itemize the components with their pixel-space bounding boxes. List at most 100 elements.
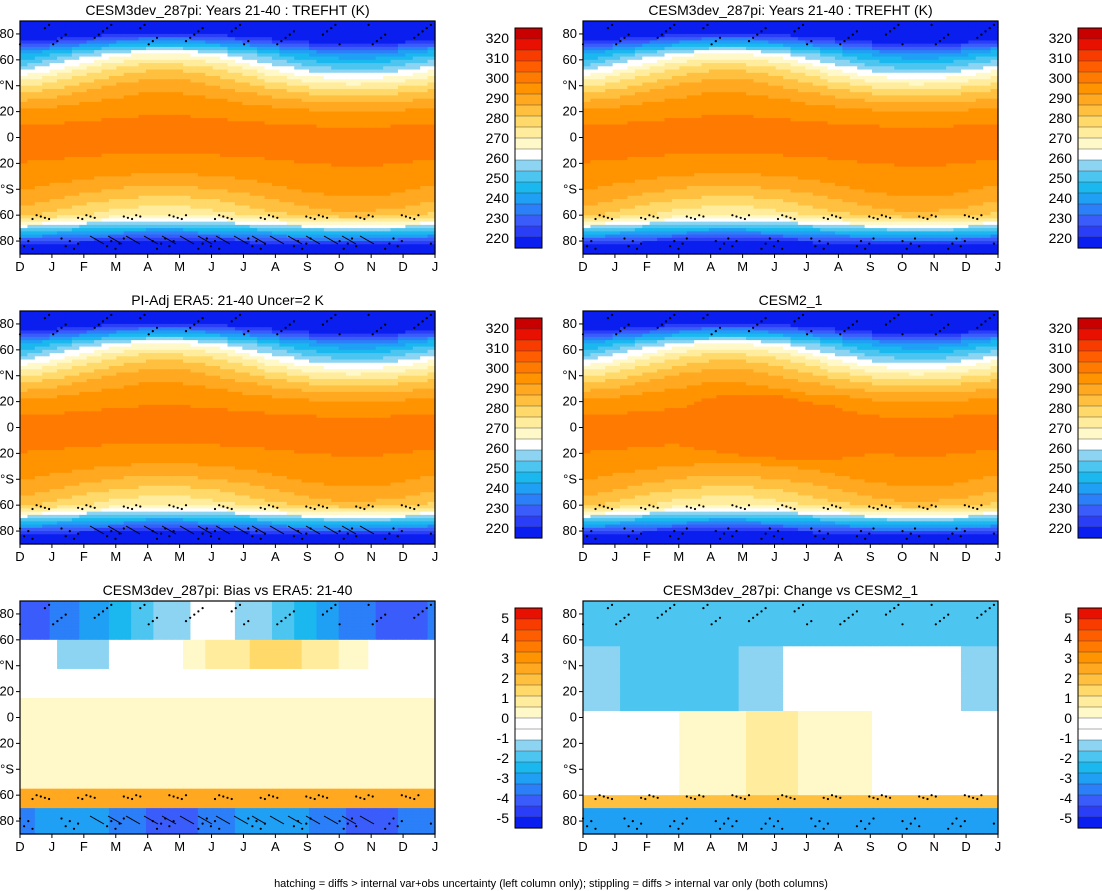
x-tick-label: D	[398, 259, 407, 274]
stipple-dot	[425, 317, 428, 320]
stipple-dot	[590, 820, 593, 823]
stipple-dot	[429, 23, 432, 26]
stipple-dot	[400, 504, 403, 507]
stipple-dot	[97, 33, 100, 36]
stipple-dot	[913, 237, 917, 240]
stipple-dot	[905, 247, 908, 250]
stipple-dot	[77, 506, 80, 509]
figure-footer: hatching = diffs > internal var+obs unce…	[274, 878, 828, 890]
stipple-dot	[934, 623, 937, 626]
colorbar-segment	[514, 750, 543, 763]
hatch-line	[215, 235, 231, 245]
stipple-dot	[139, 795, 142, 798]
hatch-line	[125, 235, 141, 245]
x-tick-label: D	[961, 259, 970, 274]
colorbar-label: 280	[1049, 110, 1073, 126]
stipple-dot	[785, 215, 788, 218]
stipple-dot	[797, 27, 800, 30]
stipple-dot	[230, 797, 233, 801]
field-cells	[583, 21, 999, 255]
y-tick-label: 0	[7, 130, 14, 145]
stipple-dot	[429, 313, 432, 316]
stipple-dot	[93, 796, 96, 799]
stipple-dot	[938, 40, 942, 43]
colorbar-label: 230	[1049, 210, 1073, 226]
stipple-dot	[818, 820, 821, 823]
colorbar-segment	[514, 651, 543, 664]
colorbar-label: 1	[1064, 690, 1072, 706]
stipple-dot	[776, 240, 780, 243]
y-tick-label: 80	[563, 813, 577, 828]
stipple-dot	[830, 214, 834, 217]
stipple-dot	[594, 217, 597, 221]
stipple-dot	[772, 825, 776, 828]
stipple-dot	[992, 23, 996, 26]
colorbar-segment	[514, 427, 543, 440]
stipple-dot	[884, 613, 888, 616]
stipple-dot	[972, 506, 975, 509]
panels: CESM3dev_287pi: Years 21-40 : TREFHT (K)…	[0, 2, 1102, 854]
stipple-dot	[114, 827, 117, 830]
stipple-dot	[731, 504, 734, 507]
panel-5: CESM3dev_287pi: Bias vs ERA5: 21-40 D J F M A…	[0, 582, 543, 854]
x-tick-label: M	[110, 549, 121, 564]
stipple-dot	[334, 23, 337, 26]
stipple-dot	[180, 217, 183, 221]
stipple-dot	[806, 43, 809, 46]
stipple-dot	[276, 43, 279, 46]
colorbar-segment	[1077, 618, 1102, 631]
stipple-dot	[884, 33, 888, 36]
x-tick-label: S	[866, 259, 875, 274]
stipple-dot	[673, 23, 676, 26]
colorbar-segment	[1077, 640, 1102, 653]
stipple-dot	[413, 326, 416, 329]
y-tick-label: °N	[0, 368, 14, 383]
colorbar-label: 290	[1049, 90, 1073, 106]
stipple-dot	[922, 216, 925, 219]
stipple-dot	[693, 507, 697, 511]
stipple-dot	[218, 504, 221, 507]
stipple-dot	[627, 825, 630, 828]
x-tick-label: J	[771, 839, 778, 854]
colorbar-segment	[514, 339, 543, 352]
stipple-dot	[392, 527, 395, 530]
stipple-dot	[139, 607, 142, 610]
stipple-dot	[247, 330, 250, 333]
stipple-dot	[967, 215, 971, 218]
colorbar-segment	[1077, 115, 1102, 128]
stipple-dot	[193, 613, 196, 616]
stipple-dot	[976, 616, 979, 619]
stipple-dot	[810, 620, 813, 623]
stipple-dot	[710, 43, 713, 46]
x-tick-label: J	[612, 259, 619, 274]
stipple-dot	[284, 616, 287, 619]
stipple-dot	[594, 537, 597, 540]
x-tick-label: A	[706, 259, 715, 274]
stipple-dot	[85, 504, 88, 507]
stipple-dot	[421, 30, 424, 33]
colorbar-segment	[1077, 651, 1102, 664]
stipple-dot	[429, 822, 432, 825]
stipple-dot	[644, 217, 647, 221]
stipple-dot	[309, 796, 312, 799]
colorbar-frame	[514, 317, 543, 539]
stipple-dot	[801, 603, 805, 607]
hatch-line	[107, 815, 123, 825]
hatch-line	[197, 235, 213, 245]
colorbar-label: -4	[497, 790, 510, 806]
stipple-dot	[963, 214, 966, 217]
stipple-dot	[106, 607, 109, 610]
x-tick-label: M	[174, 839, 185, 854]
colorbar-segment	[1077, 526, 1102, 539]
colorbar-segment	[1077, 372, 1102, 385]
colorbar-segment	[514, 49, 543, 62]
colorbar-frame	[514, 27, 543, 249]
stipple-dot	[847, 616, 850, 619]
colorbar-label: 250	[1049, 170, 1073, 186]
stipple-dot	[859, 820, 863, 823]
y-tick-label: 20	[563, 445, 577, 460]
stipple-dot	[631, 530, 634, 533]
stipple-dot	[160, 822, 163, 825]
y-tick-label: 20	[563, 104, 577, 119]
stipple-dot	[367, 794, 370, 797]
